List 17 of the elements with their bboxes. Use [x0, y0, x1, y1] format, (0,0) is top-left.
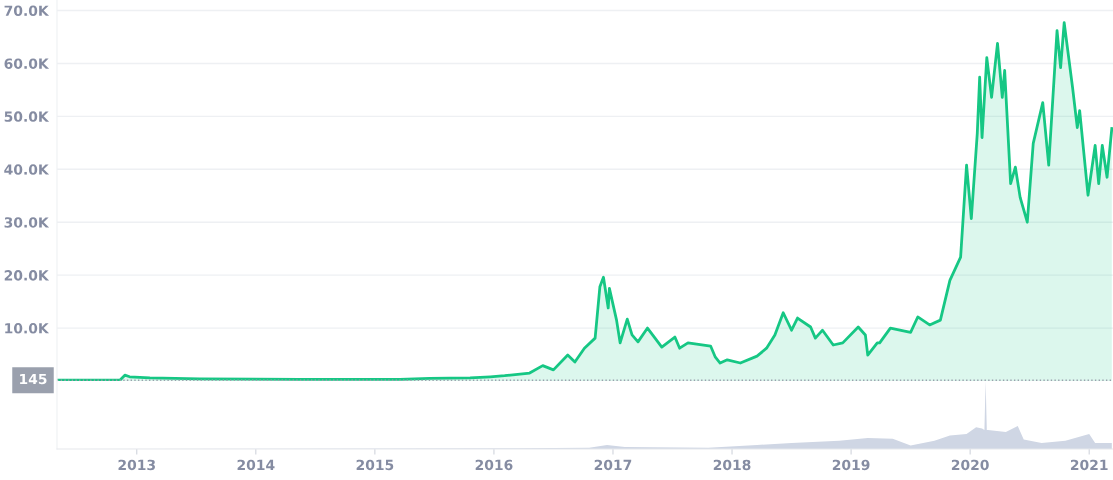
y-tick-label: 40.0K [4, 164, 50, 175]
y-tick-label: 30.0K [4, 217, 50, 228]
x-tick-label: 2014 [237, 459, 275, 471]
x-tick-label: 2018 [713, 459, 751, 471]
x-tick-label: 2019 [832, 459, 870, 471]
x-tick-label: 2020 [951, 459, 989, 471]
y-tick-label: 70.0K [4, 5, 50, 17]
y-tick-label: 60.0K [4, 58, 50, 69]
x-tick-label: 2015 [356, 459, 394, 471]
ref-line-label: 145 [20, 373, 47, 385]
x-tick-label: 2016 [475, 459, 513, 471]
y-tick-label: 10.0K [5, 323, 50, 334]
x-tick-label: 2017 [594, 459, 632, 471]
x-tick-label: 2021 [1070, 459, 1108, 471]
y-tick-label: 20.0K [4, 270, 50, 281]
x-tick-label: 2013 [118, 459, 155, 471]
y-tick-label: 50.0K [4, 111, 50, 122]
